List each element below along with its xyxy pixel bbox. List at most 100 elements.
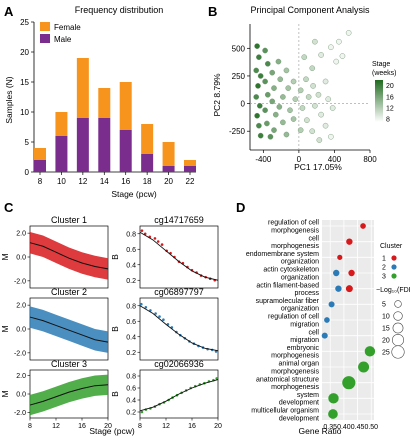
chart-d-category-label: morphogenesis [271,368,319,375]
chart-b-point [301,54,308,60]
chart-c-y-tick-label: -2.0 [14,278,26,285]
chart-c-y-tick-label: 2.0 [16,231,26,238]
chart-b-point [345,30,352,36]
chart-c-y-tick-label: 2.0 [16,373,26,380]
chart-b-y-tick-label: 0 [241,100,246,109]
chart-c-title: cg02066936 [154,359,204,369]
chart-b-point [253,94,260,100]
chart-a-bar-female [34,148,46,160]
chart-b-point [264,60,271,67]
chart-d-size-legend-circle [394,300,402,308]
chart-b-colorbar [375,80,383,122]
chart-c-point [140,302,143,306]
chart-d-cluster-legend-label: 1 [382,256,386,263]
chart-b-point [336,38,342,45]
chart-c-y-tick-label: -2.0 [14,410,26,417]
chart-d-category-label: migration [290,337,319,344]
chart-b-point [297,127,304,133]
chart-d-category-label: regulation of cell [268,314,319,321]
chart-b-point [271,85,277,91]
chart-d-category-label: migration [290,321,319,328]
chart-d-cluster-legend-label: 2 [382,265,386,272]
chart-b-point [269,98,276,105]
chart-c-mean-line [29,384,109,406]
chart-d-size-legend-circle [392,322,404,334]
chart-b-y-tick-label: 250 [232,72,246,81]
chart-b-colorbar-title: (weeks) [372,70,397,77]
chart-d-size-legend-circle [393,311,403,321]
chart-b-point [253,67,260,74]
chart-b-point [256,102,263,109]
chart-b-colorbar-tick-label: 12 [386,106,394,113]
chart-d-cluster-legend-dot [391,255,397,261]
chart-c-ylabel: M [0,325,10,332]
chart-d-size-legend-label: 5 [382,302,386,309]
chart-c-ylabel: B [110,326,120,332]
chart-b-point [303,76,309,83]
chart-b-point [267,133,274,140]
chart-a-legend-swatch [40,22,50,31]
chart-b-point [264,91,271,98]
chart-a-bar-male [34,160,46,172]
chart-a-bar-male [119,130,132,172]
chart-b-point [272,111,279,118]
chart-c-y-tick-label: 0.8 [126,231,136,238]
chart-c-point [162,318,165,322]
chart-b-point [318,52,324,58]
chart-a-bar-female [141,124,154,154]
chart-b-point [276,104,283,110]
chart-c-ylabel: B [110,391,120,397]
chart-d-category-label: morphogenesis [271,243,319,250]
chart-d-x-tick-label: 0.45 [351,424,365,431]
chart-c-xlabel: Stage (pcw) [89,426,135,436]
chart-d-category-label: development [279,400,319,407]
panel-letter-b: B [208,4,217,19]
chart-a-x-tick-label: 12 [78,177,87,186]
chart-d-category-label: cell [308,329,319,336]
chart-d-size-legend-label: 20 [382,338,390,345]
chart-d-point [328,301,335,308]
chart-a-x-tick-label: 20 [164,177,173,186]
chart-d-cluster-legend-dot [391,264,397,270]
chart-c-x-tick-label: 16 [78,423,86,430]
chart-c-title: Cluster 3 [51,359,87,369]
chart-d-cluster-legend-dot [391,273,397,279]
chart-a-x-tick-label: 14 [100,177,109,186]
chart-c-x-tick-label: 16 [188,423,196,430]
chart-c-mean-line [29,316,109,343]
chart-d-point [346,238,353,245]
chart-b-y-tick-label: -250 [229,127,246,136]
panel-d: D Gene Ratio regulation of cellmorphogen… [236,200,410,436]
chart-c-y-tick-label: 0.0 [16,327,26,334]
chart-b-point [328,133,334,140]
chart-d-x-tick-label: 0.40 [337,424,351,431]
chart-d-size-legend-title: −Log₁₀(FDR) [376,287,410,294]
chart-a-bar-male [162,166,175,172]
chart-d-category-label: organization [281,306,319,313]
chart-b-point [264,120,270,127]
chart-d-category-label: process [294,290,319,297]
chart-a-y-tick-label: 20 [20,48,29,57]
chart-d-category-label: organization [281,259,319,266]
chart-a-bar-male [141,154,154,172]
chart-d-point [328,393,339,404]
chart-a-bar-male [55,136,68,172]
chart-c-point [154,312,157,315]
chart-b-point [304,117,310,123]
chart-c-point [140,410,144,414]
chart-b-point [256,54,262,60]
chart-b-point [297,87,304,94]
chart-a-legend-label: Female [54,23,81,32]
chart-c-x-tick-label: 12 [162,423,170,430]
chart-b-point [280,94,286,100]
chart-d-size-legend-circle [391,345,405,359]
chart-b-y-tick-label: 500 [232,44,246,53]
chart-c-point [153,237,157,240]
chart-b-point [280,119,286,126]
chart-b-point [339,53,346,59]
chart-b-point [316,137,323,143]
chart-b-point [318,111,324,118]
chart-b-point [322,122,329,129]
chart-c-y-tick-label: 0.6 [126,247,136,254]
chart-c-title: Cluster 1 [51,215,87,225]
